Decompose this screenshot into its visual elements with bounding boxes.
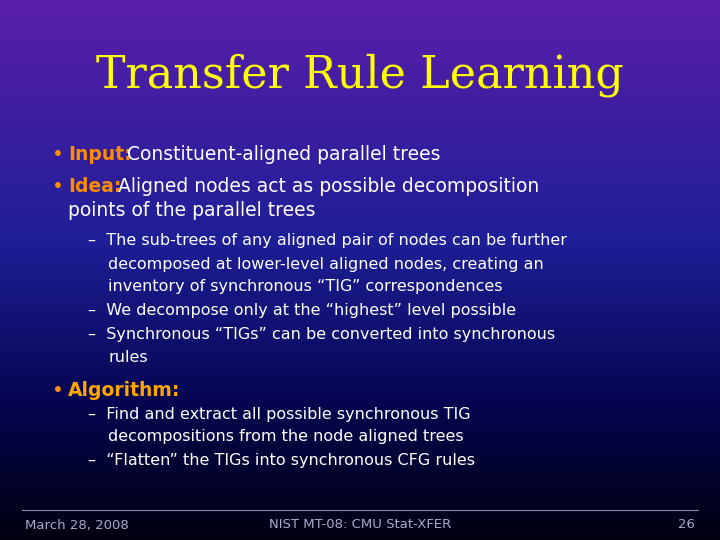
Text: rules: rules <box>108 350 148 366</box>
Text: March 28, 2008: March 28, 2008 <box>25 518 129 531</box>
Text: Transfer Rule Learning: Transfer Rule Learning <box>96 53 624 97</box>
Text: Input:: Input: <box>68 145 132 165</box>
Text: NIST MT-08: CMU Stat-XFER: NIST MT-08: CMU Stat-XFER <box>269 518 451 531</box>
Text: Algorithm:: Algorithm: <box>68 381 181 400</box>
Text: Aligned nodes act as possible decomposition: Aligned nodes act as possible decomposit… <box>112 178 540 197</box>
Text: –  “Flatten” the TIGs into synchronous CFG rules: – “Flatten” the TIGs into synchronous CF… <box>88 454 475 469</box>
Text: Constituent-aligned parallel trees: Constituent-aligned parallel trees <box>121 145 440 165</box>
Text: Idea:: Idea: <box>68 178 122 197</box>
Text: •: • <box>52 145 64 165</box>
Text: –  Find and extract all possible synchronous TIG: – Find and extract all possible synchron… <box>88 407 471 422</box>
Text: •: • <box>52 381 64 400</box>
Text: inventory of synchronous “TIG” correspondences: inventory of synchronous “TIG” correspon… <box>108 280 503 294</box>
Text: decomposed at lower-level aligned nodes, creating an: decomposed at lower-level aligned nodes,… <box>108 256 544 272</box>
Text: 26: 26 <box>678 518 695 531</box>
Text: –  The sub-trees of any aligned pair of nodes can be further: – The sub-trees of any aligned pair of n… <box>88 233 567 248</box>
Text: –  We decompose only at the “highest” level possible: – We decompose only at the “highest” lev… <box>88 303 516 319</box>
Text: •: • <box>52 178 64 197</box>
Text: decompositions from the node aligned trees: decompositions from the node aligned tre… <box>108 429 464 444</box>
Text: –  Synchronous “TIGs” can be converted into synchronous: – Synchronous “TIGs” can be converted in… <box>88 327 555 342</box>
Text: points of the parallel trees: points of the parallel trees <box>68 201 315 220</box>
